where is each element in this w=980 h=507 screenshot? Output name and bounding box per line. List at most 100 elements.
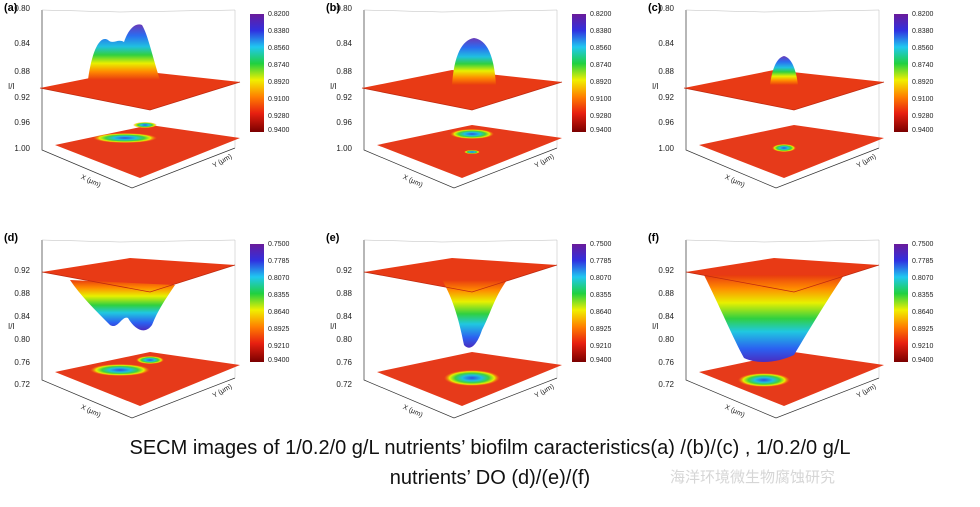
z-axis-label: I/I bbox=[330, 82, 337, 91]
z-tick: 0.84 bbox=[658, 39, 674, 48]
z-tick: 0.80 bbox=[336, 335, 352, 344]
colorbar-tick: 0.9400 bbox=[268, 357, 290, 364]
colorbar-tick: 0.9210 bbox=[268, 343, 290, 350]
colorbar-tick: 0.8070 bbox=[912, 275, 934, 282]
colorbar-tick: 0.8560 bbox=[268, 45, 290, 52]
z-tick: 0.92 bbox=[658, 93, 674, 102]
z-tick: 0.88 bbox=[336, 289, 352, 298]
z-tick: 0.92 bbox=[658, 266, 674, 275]
colorbar-tick: 0.9400 bbox=[268, 127, 290, 134]
z-tick: 0.88 bbox=[658, 289, 674, 298]
colorbar-tick: 0.8640 bbox=[590, 309, 612, 316]
z-tick: 0.84 bbox=[336, 39, 352, 48]
colorbar-tick: 0.8380 bbox=[268, 28, 290, 35]
z-tick: 0.72 bbox=[14, 380, 30, 389]
colorbar-tick: 0.8355 bbox=[912, 292, 934, 299]
colorbar-tick: 0.8355 bbox=[590, 292, 612, 299]
z-tick: 1.00 bbox=[336, 144, 352, 153]
colorbar bbox=[572, 244, 586, 362]
z-tick: 0.84 bbox=[658, 312, 674, 321]
colorbar-tick: 0.9280 bbox=[268, 113, 290, 120]
surface-plot bbox=[363, 239, 562, 419]
colorbar-tick: 0.7785 bbox=[912, 258, 934, 265]
panel-a: (a) 0.80 0.84 0.88 0.92 0.96 1.00 I/I X … bbox=[0, 0, 320, 200]
panel-label: (a) bbox=[4, 2, 18, 14]
colorbar-tick: 0.7785 bbox=[268, 258, 290, 265]
surface-plot bbox=[361, 9, 563, 189]
z-tick: 0.80 bbox=[658, 4, 674, 13]
colorbar-tick: 0.8355 bbox=[268, 292, 290, 299]
colorbar-tick: 0.8560 bbox=[912, 45, 934, 52]
colorbar bbox=[572, 14, 586, 132]
z-tick: 0.72 bbox=[336, 380, 352, 389]
colorbar-tick: 0.7785 bbox=[590, 258, 612, 265]
z-tick: 0.84 bbox=[336, 312, 352, 321]
z-tick: 0.96 bbox=[336, 118, 352, 127]
colorbar-tick: 0.8925 bbox=[590, 326, 612, 333]
colorbar bbox=[894, 14, 908, 132]
z-tick: 0.80 bbox=[336, 4, 352, 13]
colorbar bbox=[250, 14, 264, 132]
z-tick: 0.84 bbox=[14, 39, 30, 48]
z-tick: 0.80 bbox=[14, 4, 30, 13]
colorbar-tick: 0.8920 bbox=[590, 79, 612, 86]
colorbar-tick: 0.9400 bbox=[590, 357, 612, 364]
figure-caption-line-1: SECM images of 1/0.2/0 g/L nutrients’ bi… bbox=[129, 437, 851, 459]
colorbar-tick: 0.9280 bbox=[912, 113, 934, 120]
colorbar-tick: 0.7500 bbox=[912, 241, 934, 248]
z-tick: 0.80 bbox=[14, 335, 30, 344]
z-tick: 0.88 bbox=[14, 289, 30, 298]
colorbar-tick: 0.8640 bbox=[268, 309, 290, 316]
z-tick: 0.76 bbox=[658, 358, 674, 367]
watermark: 海洋环境微生物腐蚀研究 bbox=[670, 469, 836, 486]
z-tick: 0.80 bbox=[658, 335, 674, 344]
colorbar-tick: 0.8925 bbox=[268, 326, 290, 333]
surface-plot bbox=[683, 9, 885, 189]
colorbar-tick: 0.8200 bbox=[912, 11, 934, 18]
surface-plot bbox=[41, 239, 240, 419]
colorbar-tick: 0.8070 bbox=[590, 275, 612, 282]
colorbar-tick: 0.8740 bbox=[590, 62, 612, 69]
colorbar-tick: 0.8920 bbox=[912, 79, 934, 86]
colorbar-tick: 0.9100 bbox=[590, 96, 612, 103]
colorbar-tick: 0.8380 bbox=[912, 28, 934, 35]
z-axis-label: I/I bbox=[8, 82, 15, 91]
colorbar-tick: 0.9280 bbox=[590, 113, 612, 120]
colorbar-tick: 0.8740 bbox=[268, 62, 290, 69]
z-axis-label: I/I bbox=[8, 322, 15, 331]
panel-label: (d) bbox=[4, 232, 19, 244]
surface-plot bbox=[685, 239, 884, 419]
surface-plot bbox=[39, 9, 241, 189]
colorbar-tick: 0.9100 bbox=[268, 96, 290, 103]
colorbar-tick: 0.8200 bbox=[590, 11, 612, 18]
z-tick: 0.84 bbox=[14, 312, 30, 321]
panel-label: (c) bbox=[648, 2, 662, 14]
panel-b: (b) 0.80 0.84 0.88 0.92 0.96 1.00 I/I X … bbox=[322, 0, 642, 200]
colorbar-tick: 0.7500 bbox=[590, 241, 612, 248]
colorbar-tick: 0.8925 bbox=[912, 326, 934, 333]
panel-c: (c) 0.80 0.84 0.88 0.92 0.96 1.00 I/I X … bbox=[644, 0, 964, 200]
panel-e: (e) 0.92 0.88 0.84 0.80 0.76 0.72 I/I X … bbox=[322, 230, 642, 430]
panel-f: (f) 0.92 0.88 0.84 0.80 0.76 0.72 I/I X … bbox=[644, 230, 964, 430]
z-tick: 0.76 bbox=[14, 358, 30, 367]
colorbar-tick: 0.8920 bbox=[268, 79, 290, 86]
z-tick: 0.88 bbox=[336, 67, 352, 76]
panel-label: (f) bbox=[648, 232, 659, 244]
colorbar-tick: 0.8380 bbox=[590, 28, 612, 35]
z-tick: 0.88 bbox=[658, 67, 674, 76]
z-tick: 0.96 bbox=[658, 118, 674, 127]
colorbar-tick: 0.9400 bbox=[912, 127, 934, 134]
z-tick: 0.88 bbox=[14, 67, 30, 76]
z-tick: 0.92 bbox=[14, 93, 30, 102]
z-tick: 0.92 bbox=[336, 266, 352, 275]
panel-label: (e) bbox=[326, 232, 340, 244]
colorbar bbox=[250, 244, 264, 362]
z-tick: 0.72 bbox=[658, 380, 674, 389]
panel-label: (b) bbox=[326, 2, 341, 14]
colorbar-tick: 0.9210 bbox=[590, 343, 612, 350]
colorbar bbox=[894, 244, 908, 362]
colorbar-tick: 0.8200 bbox=[268, 11, 290, 18]
z-tick: 0.76 bbox=[336, 358, 352, 367]
colorbar-tick: 0.9210 bbox=[912, 343, 934, 350]
z-axis-label: I/I bbox=[652, 322, 659, 331]
